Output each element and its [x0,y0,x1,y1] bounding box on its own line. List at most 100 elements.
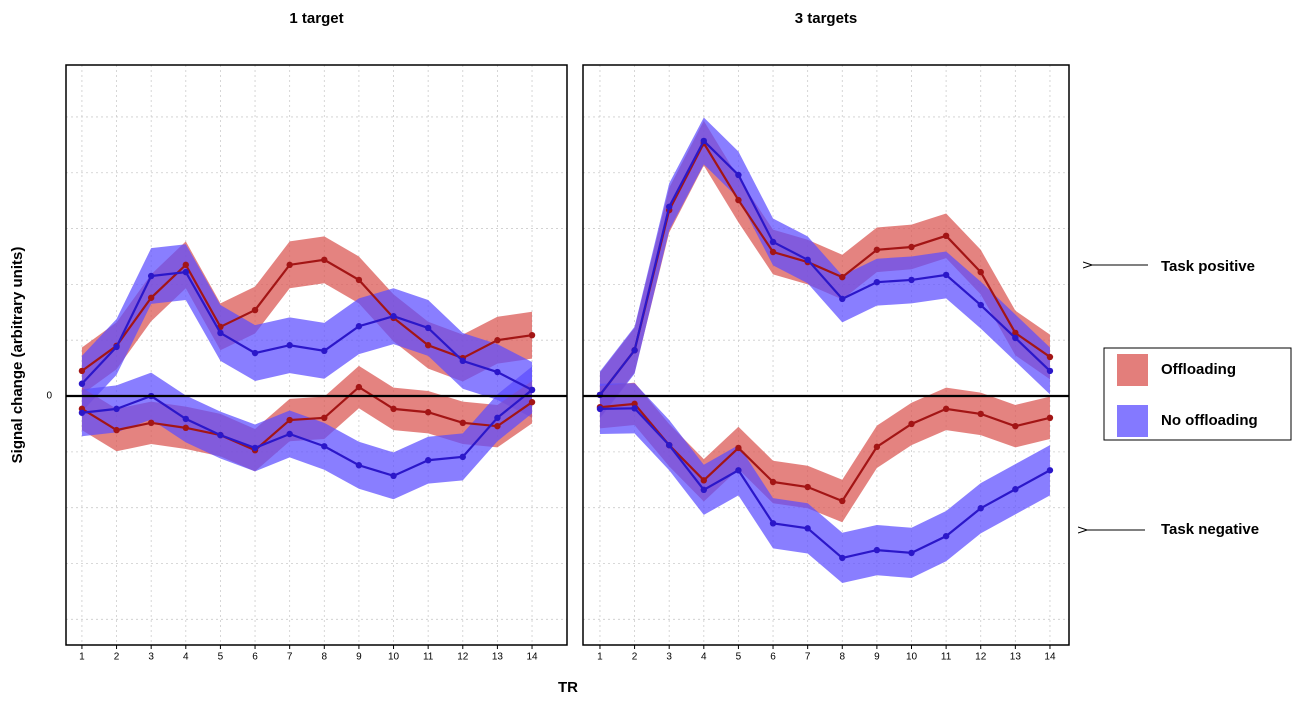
point [390,405,397,413]
point [390,472,397,480]
point [942,271,950,279]
point [78,367,86,375]
point [1046,353,1054,361]
point [908,549,915,557]
x-tick-label: 10 [906,652,918,663]
point [217,431,224,439]
point [459,453,466,461]
point [321,414,328,422]
point [873,546,881,554]
line [81,385,533,452]
point [286,430,293,438]
annotation: Task positive [1161,258,1255,275]
line [599,140,1051,396]
annotation: Task negative [1161,521,1259,538]
x-tick-label: 8 [322,652,328,663]
point [700,477,708,484]
point [286,261,293,269]
point [494,414,501,422]
point [769,478,777,486]
x-tick-label: 13 [1010,652,1022,663]
point [1046,367,1054,375]
point [735,171,742,179]
panel-frame [65,64,568,646]
point [528,386,536,394]
point [182,424,189,432]
x-tick-label: 1 [79,652,85,663]
point [596,391,604,399]
point [839,497,846,505]
point [494,368,501,376]
point [459,419,466,427]
point [977,301,984,309]
point [665,441,673,449]
point [113,426,120,434]
point [286,416,293,424]
point [804,483,811,491]
legend-swatch [1117,405,1148,437]
x-tick-label: 4 [183,652,189,663]
line [81,389,533,478]
point [908,276,915,284]
x-tick-label: 7 [287,652,293,663]
point [631,405,638,412]
legend-label: Offloading [1161,361,1236,378]
point [251,444,259,452]
point [182,268,189,276]
x-tick-label: 12 [457,652,469,663]
legend-swatch [1117,354,1148,386]
point [942,405,950,413]
x-tick-label: 11 [941,652,952,663]
point [355,323,363,330]
y-tick-label: 0 [46,391,52,402]
point [977,505,984,512]
point [217,329,224,337]
point [1012,422,1019,430]
point [286,342,293,349]
line [599,407,1051,560]
point [804,256,811,264]
point [942,532,950,540]
point [321,347,328,355]
point [390,313,397,320]
point [977,268,984,276]
point [494,422,501,430]
x-tick-label: 3 [148,652,154,663]
point [804,525,811,532]
point [78,380,86,387]
plot-area [78,236,536,500]
x-tick-label: 11 [423,652,434,663]
point [665,203,673,210]
panel-title: 1 target [289,10,343,27]
point [735,467,742,474]
point [735,444,742,452]
point [355,383,363,391]
point [942,232,950,240]
point [1012,334,1019,342]
x-tick-label: 13 [492,652,504,663]
point [1046,467,1054,474]
panel-title: 3 targets [795,10,858,27]
x-tick-label: 9 [356,652,362,663]
point [78,409,86,416]
x-tick-label: 9 [874,652,880,663]
point [355,462,363,469]
point [321,443,328,450]
x-tick-label: 6 [252,652,258,663]
point [459,357,466,365]
point [839,273,846,281]
point [251,349,259,357]
point [424,324,432,332]
line [599,139,1051,396]
point [908,243,915,251]
point [147,272,155,280]
error-band [599,383,1050,584]
point [528,331,536,339]
point [355,276,363,284]
panel-frame [582,64,1070,646]
point [1012,329,1019,337]
point [424,409,432,416]
error-band [81,366,533,500]
point [147,419,155,427]
